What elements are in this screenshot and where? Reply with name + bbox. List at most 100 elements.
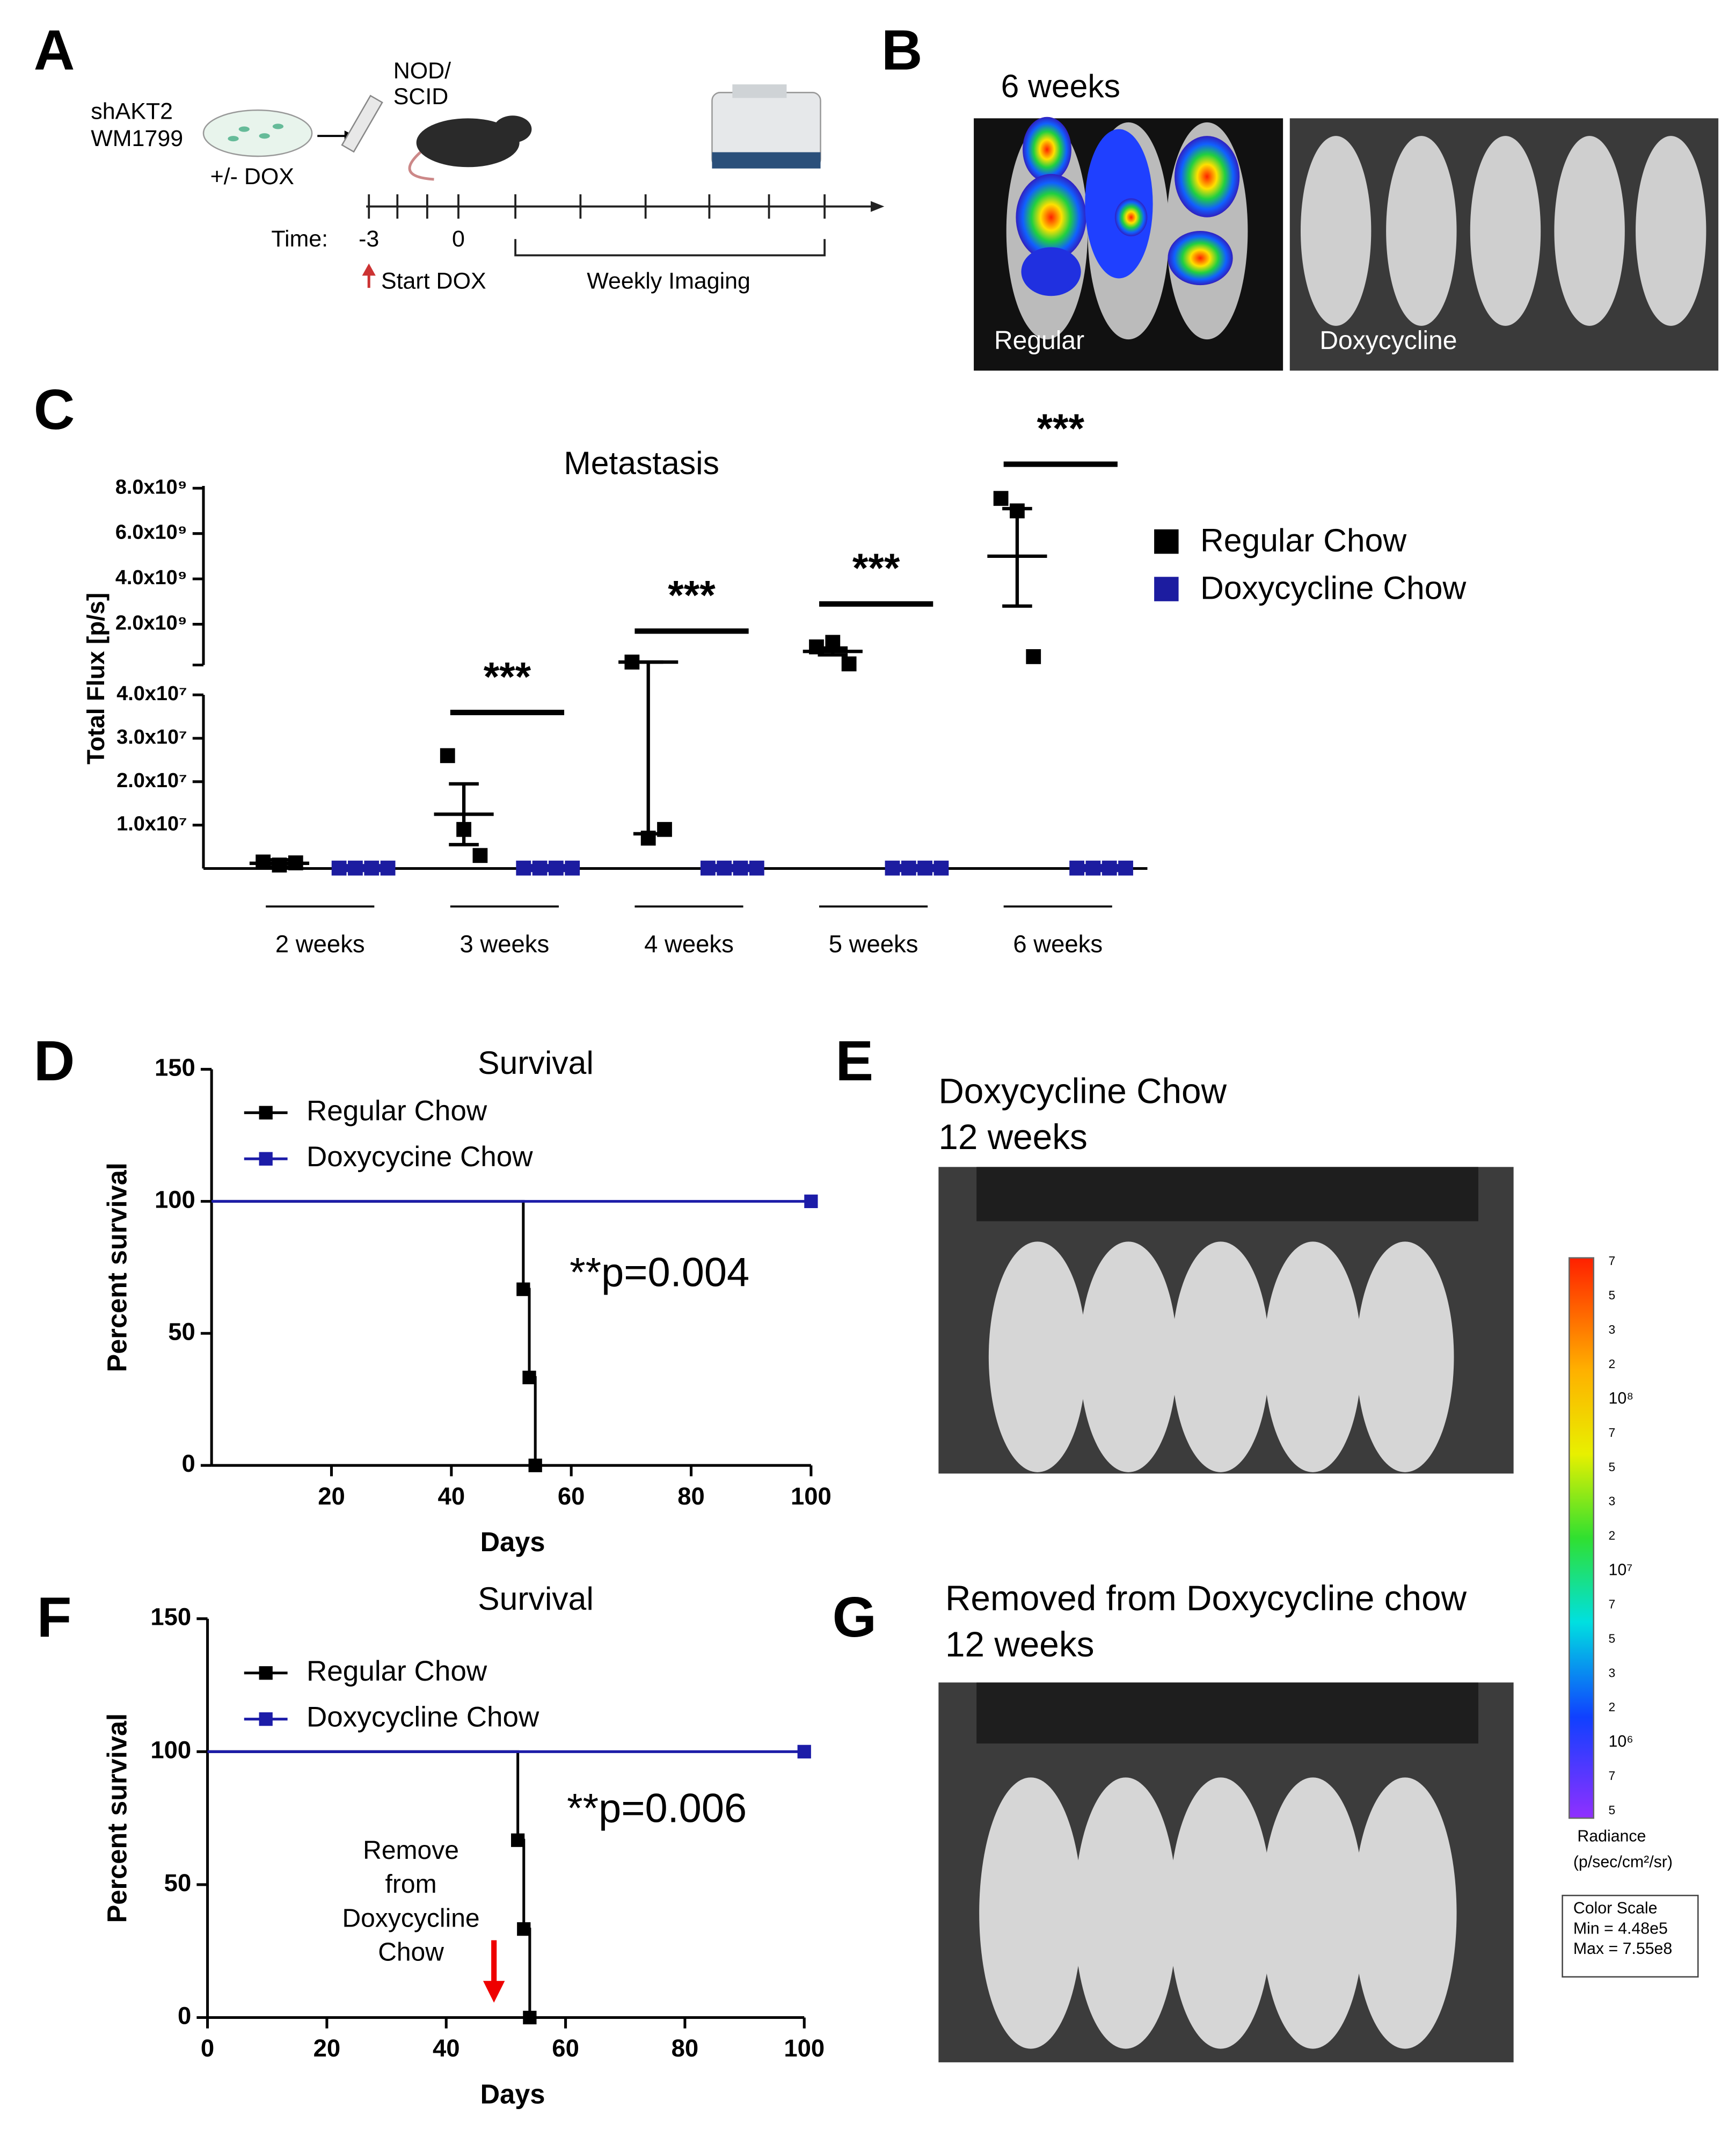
legend-marker: [259, 1152, 273, 1166]
colorbar-tick-label: 2: [1609, 1357, 1616, 1371]
colorbar-tick-label: 5: [1609, 1460, 1616, 1474]
legend-swatch: [1154, 529, 1179, 554]
survival-marker: [516, 1282, 530, 1296]
colorbar-tick-label: 3: [1609, 1494, 1616, 1508]
colorbar-tick-label: 7: [1609, 1769, 1616, 1783]
x-tick-label: 40: [438, 1482, 465, 1510]
y-tick-label: 150: [150, 1603, 191, 1631]
arrow-text: Chow: [378, 1938, 444, 1966]
legend-label: Regular Chow: [307, 1655, 487, 1687]
survival-marker: [804, 1194, 818, 1208]
time-point: 0: [452, 226, 465, 252]
survival-marker: [797, 1745, 811, 1758]
arrow-head: [483, 1981, 505, 2003]
significance-label: ***: [484, 654, 531, 700]
survival-marker: [523, 2010, 537, 2025]
panel-letter: B: [881, 19, 923, 82]
image-label: Regular: [994, 326, 1084, 355]
y-tick-label: 6.0x10⁹: [115, 521, 187, 544]
y-tick-label: 50: [168, 1318, 195, 1345]
legend-marker: [259, 1712, 273, 1726]
panel-e-image: [938, 1167, 1514, 1474]
survival-line: [207, 1750, 531, 2018]
legend-swatch: [1154, 577, 1179, 601]
y-axis-label: Percent survival: [102, 1713, 133, 1923]
chart-title: Survival: [478, 1580, 594, 1617]
y-tick-label: 0: [178, 2002, 191, 2030]
colorbar-tick-label: 10⁶: [1609, 1733, 1633, 1750]
significance-label: ***: [852, 546, 900, 591]
legend-label: Regular Chow: [1200, 522, 1406, 558]
x-axis-label: Days: [480, 1527, 545, 1557]
panel-b-images: [974, 117, 1719, 371]
panel-title: Doxycycline Chow: [938, 1071, 1227, 1110]
colorbar-tick-label: 3: [1609, 1322, 1616, 1336]
x-tick-label: 40: [433, 2034, 460, 2062]
x-tick-label: 100: [791, 1482, 831, 1510]
colorbar-tick-label: 5: [1609, 1288, 1616, 1302]
x-tick-label: 80: [677, 1482, 705, 1510]
panel-letter: D: [34, 1029, 75, 1093]
imaging-label: Weekly Imaging: [587, 268, 750, 294]
legend-marker: [259, 1666, 273, 1680]
y-tick-label: 50: [164, 1869, 192, 1896]
cell-line: WM1799: [91, 126, 183, 151]
panel-title: 12 weeks: [938, 1117, 1088, 1157]
legend-label: Regular Chow: [307, 1095, 487, 1126]
panel-letter: F: [37, 1586, 72, 1649]
panel-letter: C: [34, 378, 75, 441]
colorbar-tick-label: 10⁷: [1609, 1561, 1633, 1579]
x-tick-label: 0: [201, 2034, 214, 2062]
y-tick-label: 0: [182, 1450, 195, 1477]
x-tick-label: 6 weeks: [1013, 931, 1103, 958]
x-tick-label: 60: [558, 1482, 585, 1510]
arrow-text: Doxycycline: [342, 1904, 480, 1932]
p-value: **p=0.004: [570, 1250, 749, 1296]
y-tick-label: 100: [155, 1186, 195, 1213]
data-point: [841, 656, 857, 672]
x-tick-label: 3 weeks: [459, 931, 549, 958]
panel-g-image: [938, 1682, 1514, 2062]
x-tick-label: 60: [552, 2034, 579, 2062]
colorbar: [1568, 1257, 1594, 1819]
panel-title: 12 weeks: [945, 1625, 1095, 1664]
colorbar-tick-label: 2: [1609, 1529, 1616, 1543]
data-point: [472, 848, 488, 863]
mouse-strain: SCID: [393, 84, 449, 110]
cell-line: shAKT2: [91, 99, 173, 125]
legend-marker: [259, 1106, 273, 1120]
start-label: Start DOX: [381, 268, 486, 294]
time-label: Time:: [271, 226, 328, 252]
mouse-strain: NOD/: [393, 58, 451, 84]
y-axis-label: Percent survival: [102, 1162, 133, 1372]
x-tick-label: 2 weeks: [275, 931, 365, 958]
y-tick-label: 1.0x10⁷: [116, 813, 187, 835]
y-tick-label: 4.0x10⁷: [116, 682, 187, 705]
legend-label: Doxycycine Chow: [307, 1141, 533, 1173]
x-tick-label: 100: [784, 2034, 825, 2062]
significance-label: ***: [1037, 406, 1085, 452]
survival-line: [211, 1200, 537, 1466]
colorbar-tick-label: 5: [1609, 1631, 1616, 1645]
survival-marker: [511, 1833, 525, 1847]
y-tick-label: 4.0x10⁹: [115, 566, 187, 589]
colorbar-tick-label: 2: [1609, 1700, 1616, 1714]
panel-letter: G: [832, 1586, 877, 1649]
arrow-text: Remove: [363, 1836, 459, 1865]
x-tick-label: 20: [318, 1482, 345, 1510]
panel-letter: E: [835, 1029, 873, 1093]
colorbar-box-text: Min = 4.48e5: [1573, 1920, 1668, 1937]
y-tick-label: 2.0x10⁹: [115, 612, 187, 635]
treatment: +/- DOX: [210, 164, 294, 190]
y-axis-label: Total Flux [p/s]: [82, 593, 110, 765]
survival-marker: [528, 1458, 542, 1472]
colorbar-box: [1562, 1894, 1699, 1978]
x-tick-label: 5 weeks: [829, 931, 918, 958]
colorbar-tick-label: 3: [1609, 1666, 1616, 1680]
image-label: Doxycycline: [1319, 326, 1457, 355]
survival-marker: [517, 1922, 531, 1936]
colorbar-box-text: Color Scale: [1573, 1899, 1658, 1917]
arrow-text: from: [385, 1870, 437, 1899]
